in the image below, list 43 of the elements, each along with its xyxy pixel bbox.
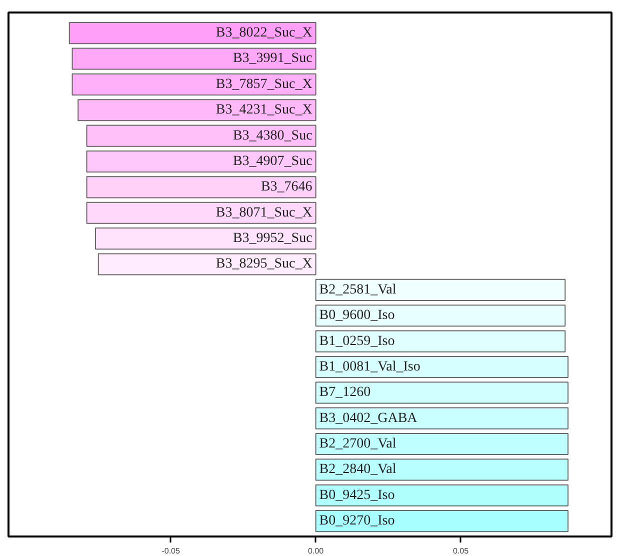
- y-tick-label: B2_2700_Val: [319, 436, 396, 452]
- y-tick-label: B3_4380_Suc: [232, 128, 312, 144]
- bar: [315, 407, 569, 430]
- y-tick-label: B3_7857_Suc_X: [216, 76, 312, 92]
- y-tick-label: B3_3991_Suc: [232, 51, 312, 66]
- bar: [315, 304, 566, 327]
- y-tick-label: B3_8071_Suc_X: [216, 205, 312, 220]
- bar: [68, 22, 316, 44]
- x-tick-label: -0.05: [162, 546, 181, 556]
- bar: [315, 382, 569, 404]
- bar: [98, 253, 316, 276]
- y-tick-label: B1_0259_Iso: [319, 334, 395, 349]
- x-tick-label: 0.00: [308, 546, 324, 556]
- y-tick-label: B3_9952_Suc: [232, 231, 312, 246]
- y-tick-label: B2_2581_Val: [319, 282, 396, 298]
- bar: [315, 484, 569, 506]
- bar: [72, 48, 316, 70]
- bar: [315, 458, 569, 481]
- bar: [86, 150, 316, 173]
- bar: [78, 99, 316, 122]
- bar: [86, 176, 316, 198]
- y-tick-label: B3_8022_Suc_X: [216, 26, 312, 41]
- y-tick-label: B2_2840_Val: [319, 462, 396, 478]
- y-tick-label: B3_0402_GABA: [319, 410, 418, 426]
- bar: [86, 202, 316, 224]
- bar: [315, 356, 569, 378]
- bar: [315, 278, 566, 301]
- y-tick-label: B7_1260: [319, 385, 371, 400]
- y-tick-label: B0_9425_Iso: [319, 488, 395, 503]
- bar: [315, 433, 569, 456]
- y-tick-label: B0_9600_Iso: [319, 308, 395, 324]
- y-tick-label: B0_9270_Iso: [319, 514, 395, 529]
- bar: [94, 228, 316, 250]
- bar: [315, 510, 569, 532]
- y-tick-label: B3_7646: [260, 180, 312, 195]
- bar: [315, 330, 566, 352]
- x-tick-label: 0.05: [452, 546, 470, 556]
- y-tick-label: B3_8295_Suc_X: [216, 256, 312, 272]
- y-tick-label: B3_4231_Suc_X: [216, 102, 312, 118]
- bar: [72, 73, 316, 96]
- bar: [86, 124, 316, 147]
- y-tick-label: B1_0081_Val_Iso: [319, 359, 420, 374]
- y-tick-label: B3_4907_Suc: [232, 154, 312, 169]
